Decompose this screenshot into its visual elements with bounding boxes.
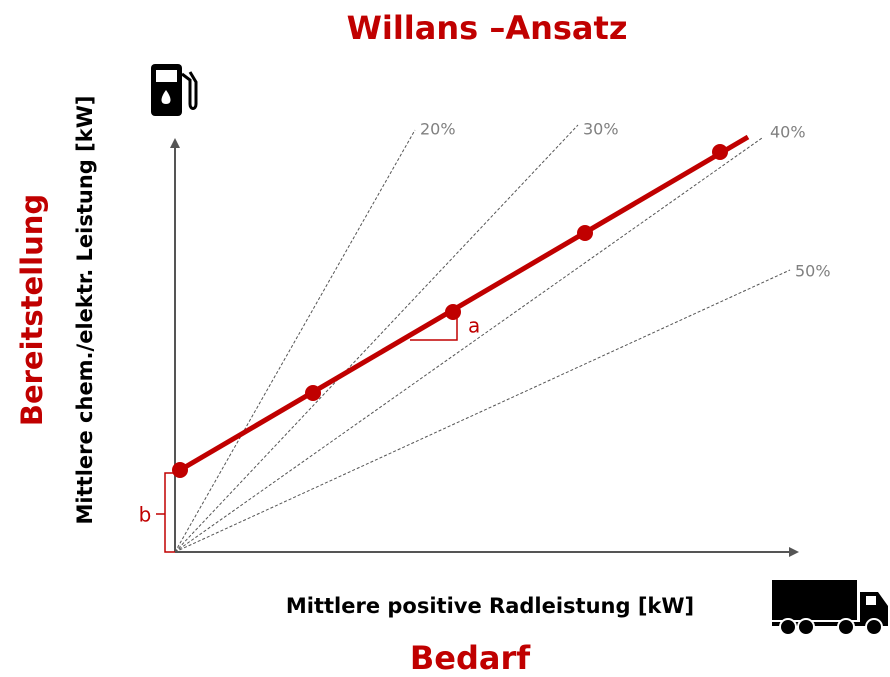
efficiency-label: 50%	[795, 262, 831, 281]
slope-triangle	[410, 314, 458, 341]
efficiency-line	[174, 269, 791, 553]
x-axis-label: Mittlere positive Radleistung [kW]	[286, 594, 694, 618]
y-axis-group: Bereitstellung	[15, 194, 49, 426]
intercept-bracket	[156, 472, 175, 553]
efficiency-line	[174, 137, 763, 553]
point	[445, 304, 461, 320]
y-axis-label: Mittlere chem./elektr. Leistung [kW]	[73, 96, 97, 525]
point	[577, 225, 593, 241]
points	[172, 144, 728, 478]
efficiency-label: 40%	[770, 123, 806, 142]
efficiency-label: 20%	[420, 120, 456, 139]
efficiency-line	[174, 124, 579, 553]
fuel-pump-icon	[151, 64, 198, 116]
title: Willans –Ansatz	[347, 9, 628, 47]
efficiency-label: 30%	[583, 120, 619, 139]
truck-icon	[772, 580, 888, 636]
intercept-label: b	[139, 503, 152, 527]
point	[712, 144, 728, 160]
efficiency-line	[174, 129, 416, 553]
willans-line	[173, 134, 750, 476]
slope-label: a	[468, 314, 480, 338]
point	[172, 462, 188, 478]
x-axis-group: Bedarf	[410, 639, 531, 677]
point	[305, 385, 321, 401]
